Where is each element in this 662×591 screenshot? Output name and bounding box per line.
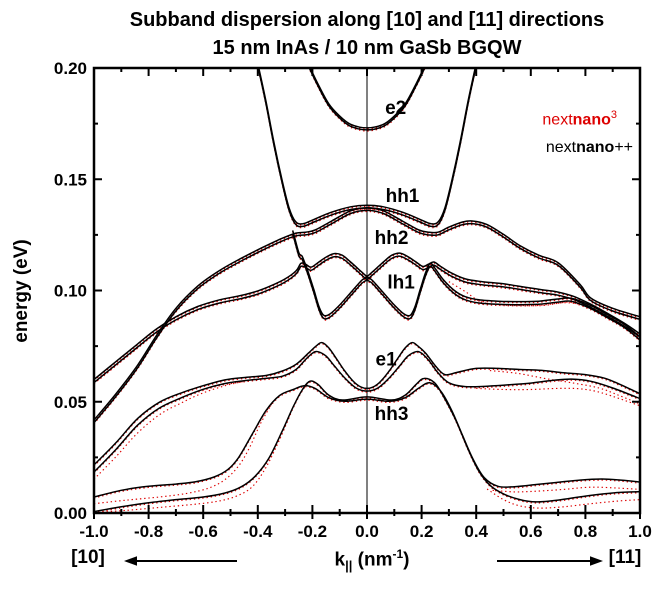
- curve-lh1_hh2_b-pair-nextnano++: [94, 255, 640, 384]
- curve-e2-nextnano++: [308, 68, 426, 131]
- curve-hh3_a-nextnano++: [94, 377, 640, 513]
- curve-hh3_b-nextnano++: [94, 382, 640, 498]
- x-tick-label: 0.2: [410, 522, 434, 541]
- arrow-left-icon: [124, 556, 137, 566]
- x-tick-label: 0.6: [519, 522, 543, 541]
- curve-lh1_hh2_b-red-underlay: [94, 254, 640, 382]
- curve-lh1_hh2_b-pair-red-underlay: [94, 257, 640, 385]
- curve-e1_right_b_dev-nextnano3: [476, 387, 640, 407]
- curve-lh1_hh2_b-nextnano++: [94, 252, 640, 381]
- curve-e1_right_a_dev-nextnano3: [489, 370, 640, 405]
- x-tick-label: 1.0: [628, 522, 652, 541]
- ticks: [93, 67, 641, 519]
- chart-title-line1: Subband dispersion along [10] and [11] d…: [129, 9, 605, 31]
- band-label-e2: e2: [385, 98, 406, 119]
- x-axis-title: k|| (nm-1): [302, 547, 442, 573]
- curve-e2-pair-nextnano++: [309, 68, 425, 129]
- x-tick-label: -0.4: [243, 522, 273, 541]
- curve-hh1_lower_dome-nextnano++: [94, 206, 640, 421]
- curve-e1_left_dev-nextnano3: [94, 380, 245, 480]
- band-label-hh3: hh3: [375, 404, 409, 425]
- curves-layer: [94, 68, 640, 513]
- x-axis-title-mid: (nm: [352, 549, 393, 571]
- curve-e1_a-nextnano++: [94, 341, 640, 466]
- curve-lh1_left_tail_dev-nextnano3: [94, 302, 217, 384]
- arrow-right-icon: [590, 556, 603, 566]
- curve-lh1_hh2_a-red-underlay: [292, 231, 640, 336]
- legend-nextnano3-bold: nano: [572, 111, 611, 129]
- x-axis-title-base: k: [334, 549, 346, 571]
- chart-title: Subband dispersion along [10] and [11] d…: [94, 6, 640, 62]
- y-tick-label: 0.20: [54, 59, 87, 78]
- legend-nextnano3-sup: 3: [610, 109, 617, 121]
- direction-label-11: [11]: [608, 547, 642, 568]
- x-axis-title-sub: ||: [345, 558, 353, 574]
- x-tick-label: 0.4: [464, 522, 488, 541]
- legend-nextnano3-pre: next: [542, 111, 573, 129]
- curve-e1_b-nextnano++: [94, 350, 640, 473]
- x-axis-title-sup: -1: [392, 547, 404, 561]
- y-tick-label: 0.00: [54, 504, 87, 523]
- y-tick-label: 0.05: [54, 393, 87, 412]
- x-tick-label: -1.0: [79, 522, 108, 541]
- y-tick-label: 0.10: [54, 282, 87, 301]
- legend-nextnanopp-pre: next: [545, 139, 577, 157]
- curve-e1_b-red-underlay: [94, 352, 640, 474]
- legend: nextnano3 nextnano++: [542, 101, 633, 162]
- legend-nextnanopp-bold: nano: [576, 139, 615, 157]
- curve-lh1_hh2_a-pair-red-underlay: [292, 234, 640, 339]
- x-axis-title-end: ): [403, 549, 410, 571]
- band-label-lh1: lh1: [387, 273, 415, 294]
- band-label-hh2: hh2: [375, 228, 409, 249]
- curve-lh1_hh2_a-nextnano++: [291, 230, 640, 335]
- curve-hh3_right_b_dev-nextnano3: [492, 486, 640, 493]
- chart-title-line2: 15 nm InAs / 10 nm GaSb BGQW: [212, 37, 522, 59]
- curve-hh3_right_a_dev-nextnano3: [486, 488, 640, 509]
- x-tick-label: 0.0: [355, 522, 379, 541]
- direction-arrows: [124, 556, 603, 566]
- direction-label-10: [10]: [71, 547, 105, 568]
- x-tick-label: -0.8: [134, 522, 163, 541]
- band-label-hh1: hh1: [386, 186, 420, 207]
- legend-nextnanopp: nextnano++: [542, 134, 633, 162]
- curve-hh3_left_b_dev-nextnano3: [94, 404, 272, 505]
- band-label-e1: e1: [376, 349, 398, 370]
- x-tick-label: -0.6: [189, 522, 218, 541]
- x-tick-label: 0.8: [574, 522, 598, 541]
- y-tick-label: 0.15: [54, 170, 87, 189]
- legend-nextnano3: nextnano3: [542, 101, 633, 134]
- legend-nextnanopp-suffix: ++: [614, 139, 633, 157]
- curve-lh1_hh2_a-pair-nextnano++: [291, 233, 640, 338]
- x-tick-label: -0.2: [298, 522, 327, 541]
- curve-hh1_lower_dome-pair-nextnano++: [94, 209, 640, 424]
- curve-hh3_a-red-underlay: [94, 378, 640, 513]
